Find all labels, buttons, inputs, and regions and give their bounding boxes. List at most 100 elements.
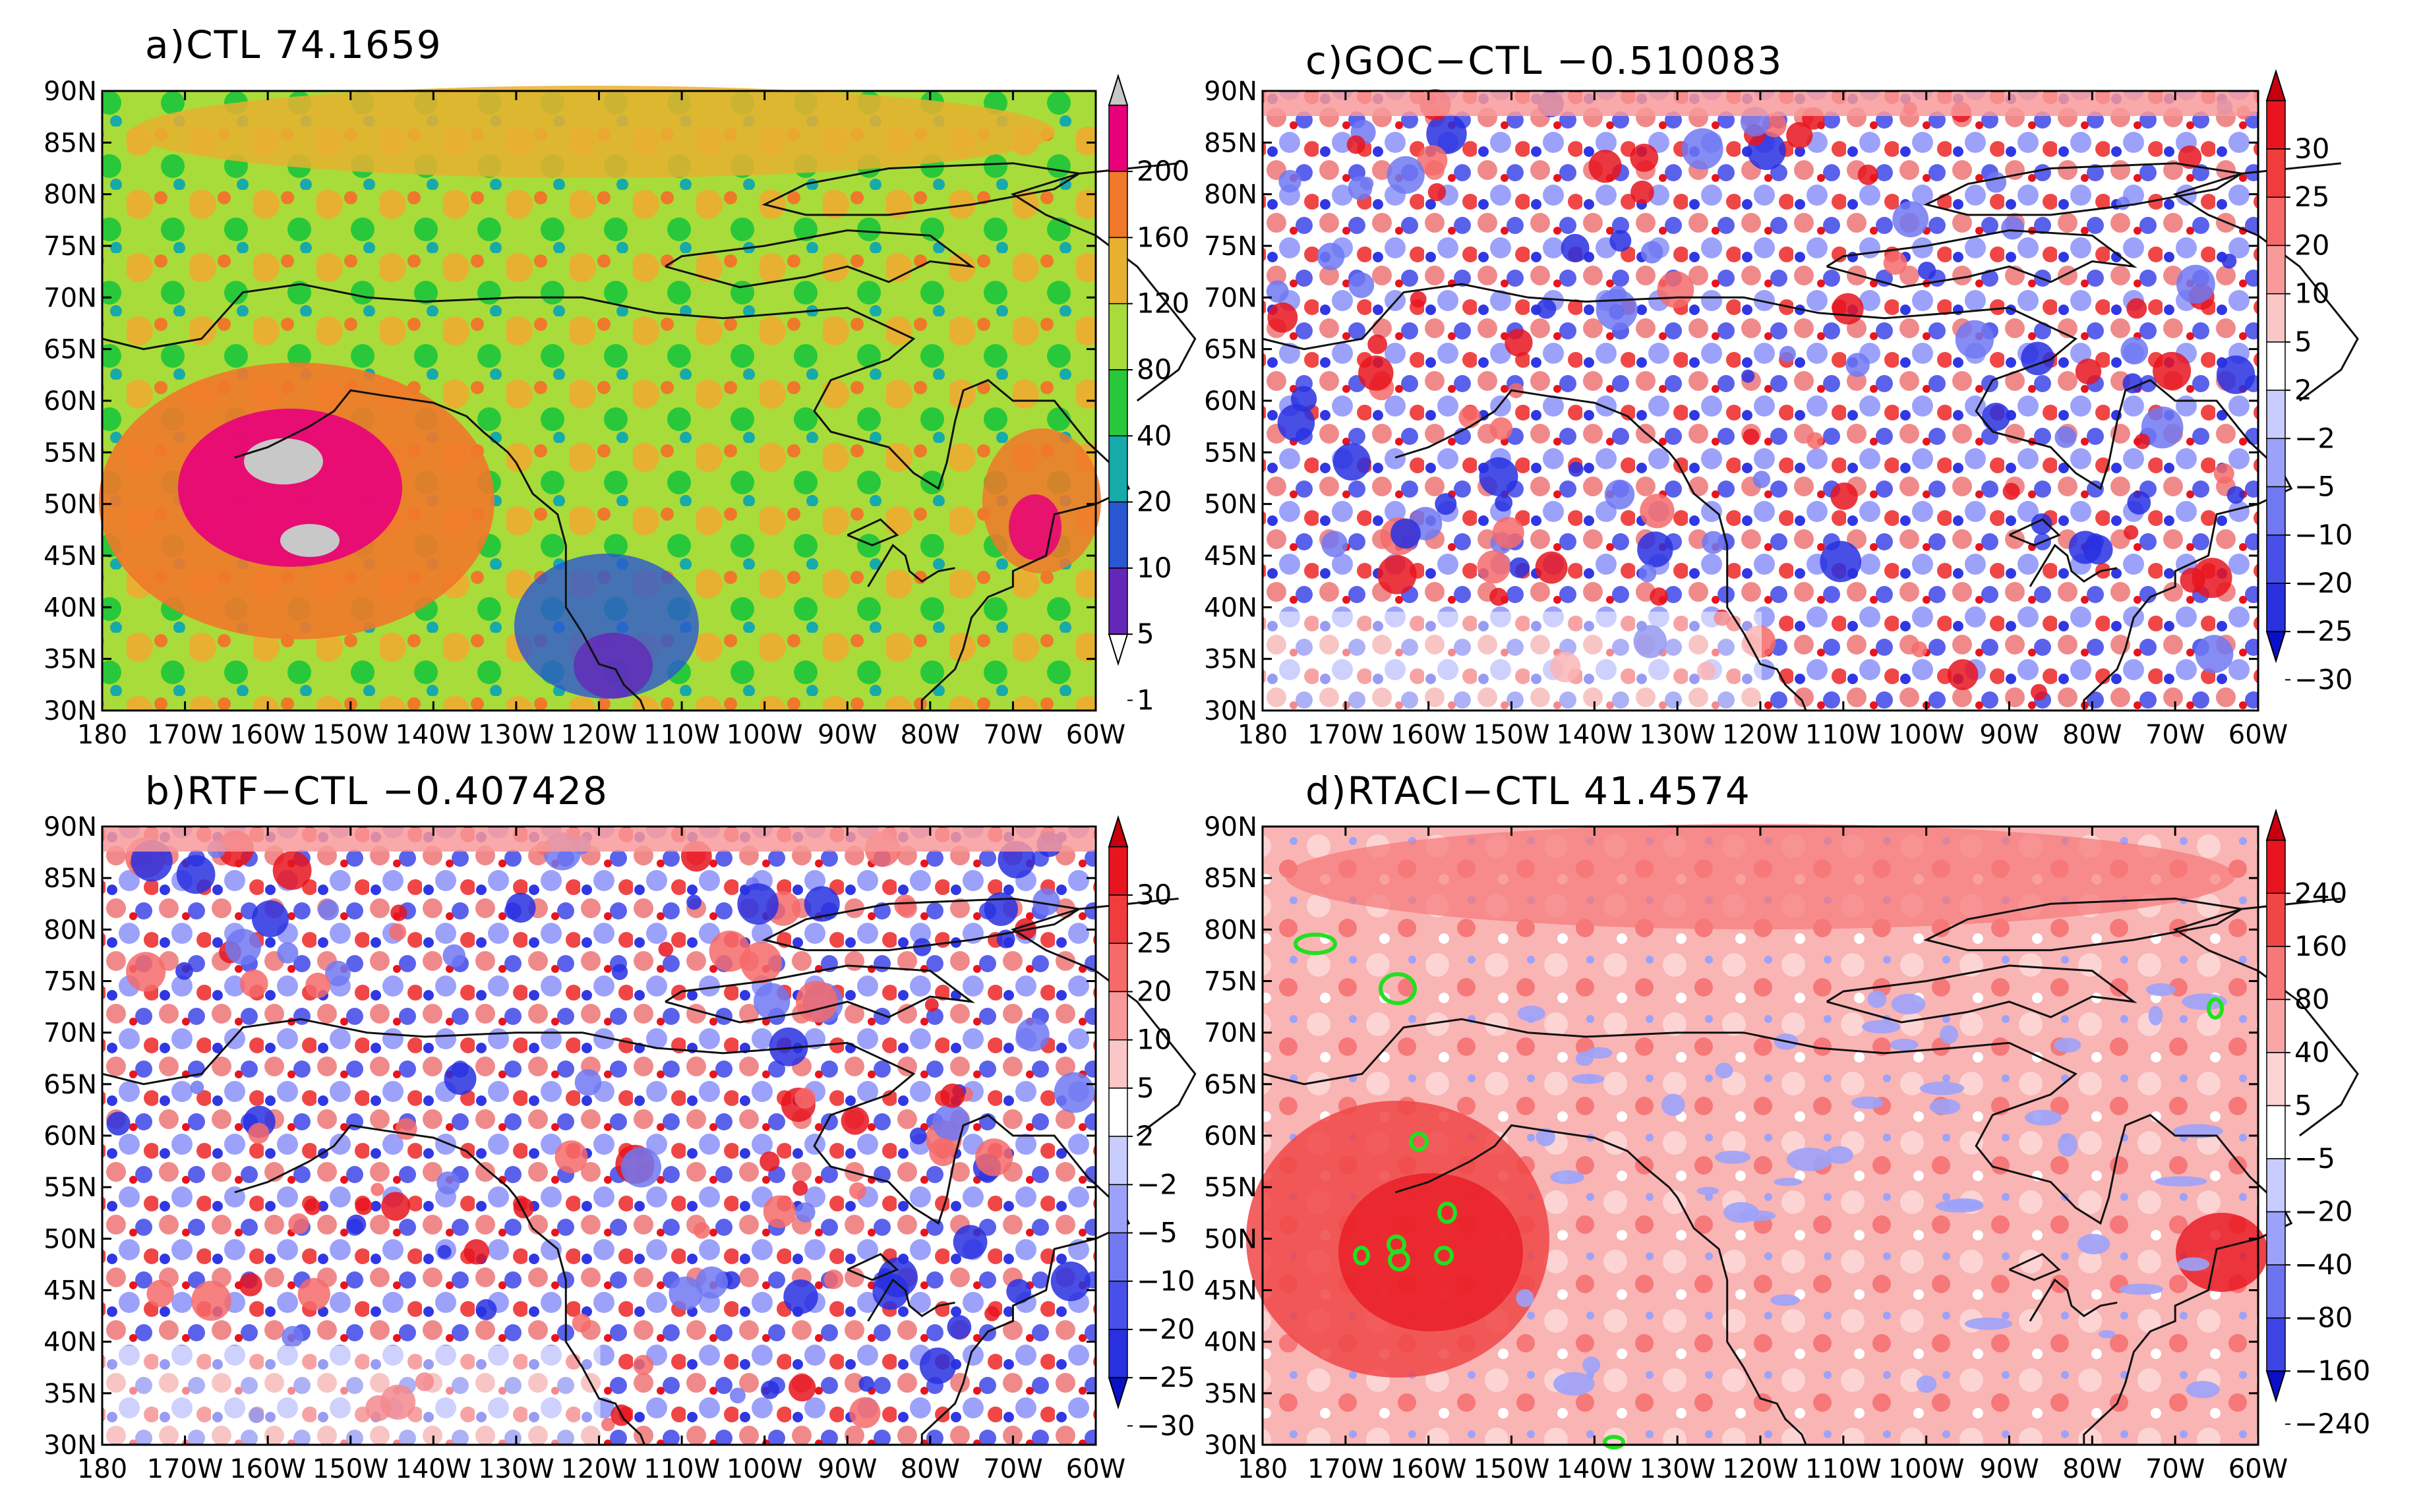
panel-d-title: d)RTACI−CTL 41.4574 <box>1305 769 1751 813</box>
anomaly-patch <box>2213 463 2234 484</box>
coastline <box>1826 964 2137 1024</box>
y-tick-label: 90N <box>1204 812 1257 842</box>
colorbar-label: 10 <box>2294 277 2329 310</box>
colorbar-segment <box>1108 237 1128 305</box>
anomaly-patch <box>709 930 751 972</box>
anomaly-patch <box>1981 403 2011 432</box>
anomaly-patch <box>2153 351 2192 390</box>
colorbar-label: 40 <box>1137 419 1172 451</box>
anomaly-patch <box>686 894 702 910</box>
panel-b-title: b)RTF−CTL −0.407428 <box>145 769 609 813</box>
anomaly-patch <box>463 1239 489 1265</box>
anomaly-patch <box>282 1325 304 1348</box>
negative-anomaly-patch <box>2145 983 2176 997</box>
x-tick-label: 90W <box>1979 720 2039 750</box>
anomaly-patch <box>1359 177 1374 190</box>
coastline <box>1262 1018 2293 1445</box>
anomaly-patch <box>1489 587 1508 606</box>
x-tick-label: 180 <box>77 720 127 750</box>
colorbar-label: −25 <box>2294 615 2353 647</box>
negative-anomaly-patch <box>1891 993 1926 1015</box>
colorbar-label: 5 <box>2294 326 2312 358</box>
anomaly-patch <box>621 1147 661 1188</box>
northern-band <box>132 86 1055 178</box>
anomaly-patch <box>2134 433 2151 450</box>
anomaly-patch <box>506 892 536 923</box>
colorbar-label: −20 <box>1137 1313 1195 1345</box>
negative-anomaly-patch <box>1516 1289 1534 1308</box>
anomaly-patch <box>1426 113 1467 154</box>
anomaly-patch <box>1820 540 1861 583</box>
y-tick-label: 55N <box>44 1173 97 1203</box>
anomaly-patch <box>2221 253 2237 269</box>
anomaly-patch <box>240 969 268 998</box>
anomaly-patch <box>1006 1279 1032 1304</box>
x-tick-label: 130W <box>1639 1454 1716 1484</box>
colorbar-segment <box>1108 567 1128 635</box>
y-tick-label: 30N <box>44 1430 97 1461</box>
colorbar-label: 10 <box>1137 1024 1172 1056</box>
colorbar-label: 200 <box>1137 155 1189 187</box>
anomaly-patch <box>1489 417 1513 440</box>
colorbar-b: 30 25 20 10 5 2 −2 −5 −10 −20 −25 −30 <box>1108 815 1195 1441</box>
colorbar-a: 200 160 120 80 40 20 10 5 1 <box>1108 73 1189 716</box>
anomaly-patch <box>572 1313 591 1333</box>
pacific-saturated-region <box>280 524 340 557</box>
colorbar-label: −240 <box>2294 1408 2370 1440</box>
coastline <box>2008 518 2061 546</box>
y-tick-label: 50N <box>1204 490 1257 520</box>
negative-anomaly-patch <box>1586 1047 1613 1059</box>
anomaly-patch <box>611 964 628 980</box>
anomaly-patch <box>2176 264 2215 304</box>
anomaly-patch <box>841 1107 870 1135</box>
x-tick-label: 100W <box>727 1454 803 1484</box>
anomaly-patch <box>2126 298 2147 319</box>
pacific-saturated-region <box>244 438 323 484</box>
coastlines-b <box>102 897 1197 1445</box>
anomaly-patch <box>1346 135 1365 154</box>
colorbar-label: −5 <box>2294 1142 2335 1175</box>
y-tick-label: 80N <box>44 180 97 210</box>
colorbar-label: 240 <box>2294 877 2347 909</box>
colorbar-segment <box>2266 583 2286 632</box>
anomaly-patch <box>297 1277 330 1311</box>
negative-anomaly-patch <box>1929 1099 1961 1115</box>
colorbar-segment <box>1108 435 1128 503</box>
anomaly-patch <box>1779 345 1796 363</box>
panel-a-features <box>99 86 1101 699</box>
colorbar-segment <box>1108 171 1128 239</box>
colorbar-label: 160 <box>1137 221 1189 253</box>
anomaly-patch <box>2001 216 2025 240</box>
anomaly-patch <box>940 1083 965 1108</box>
colorbar-segment <box>1108 846 1128 896</box>
anomaly-patch <box>919 1347 957 1384</box>
anomaly-patch <box>1492 517 1524 549</box>
y-tick-label: 60N <box>1204 1121 1257 1151</box>
coastline <box>2029 1278 2118 1322</box>
y-tick-label: 70N <box>44 1018 97 1049</box>
colorbar-segment <box>2266 1264 2286 1319</box>
colorbar-segment <box>2266 341 2286 391</box>
negative-anomaly-patch <box>2177 1257 2210 1271</box>
anomaly-patch <box>2120 337 2149 364</box>
anomaly-patch <box>272 851 312 890</box>
negative-anomaly-patch <box>1940 1025 1958 1044</box>
y-tick-label: 80N <box>1204 915 1257 945</box>
negative-anomaly-patch <box>1517 1005 1545 1022</box>
significance-contour <box>2207 997 2224 1020</box>
colorbar-label: 1 <box>1137 684 1154 716</box>
anomaly-patch <box>804 886 840 922</box>
colorbar-label: −80 <box>2294 1302 2353 1334</box>
negative-anomaly-patch <box>1920 1082 1965 1095</box>
colorbar-segment <box>2266 840 2286 894</box>
colorbar-segment <box>1108 1039 1128 1089</box>
anomaly-patch <box>1702 531 1725 554</box>
colorbar-segment <box>1108 105 1128 172</box>
anomaly-patch <box>754 983 791 1020</box>
colorbar-label: 30 <box>2294 132 2329 165</box>
anomaly-patch <box>1604 479 1635 509</box>
colorbar-segment <box>2266 1317 2286 1372</box>
anomaly-patch <box>1435 493 1457 515</box>
x-tick-label: 170W <box>1307 1454 1384 1484</box>
y-tick-label: 90N <box>44 812 97 842</box>
